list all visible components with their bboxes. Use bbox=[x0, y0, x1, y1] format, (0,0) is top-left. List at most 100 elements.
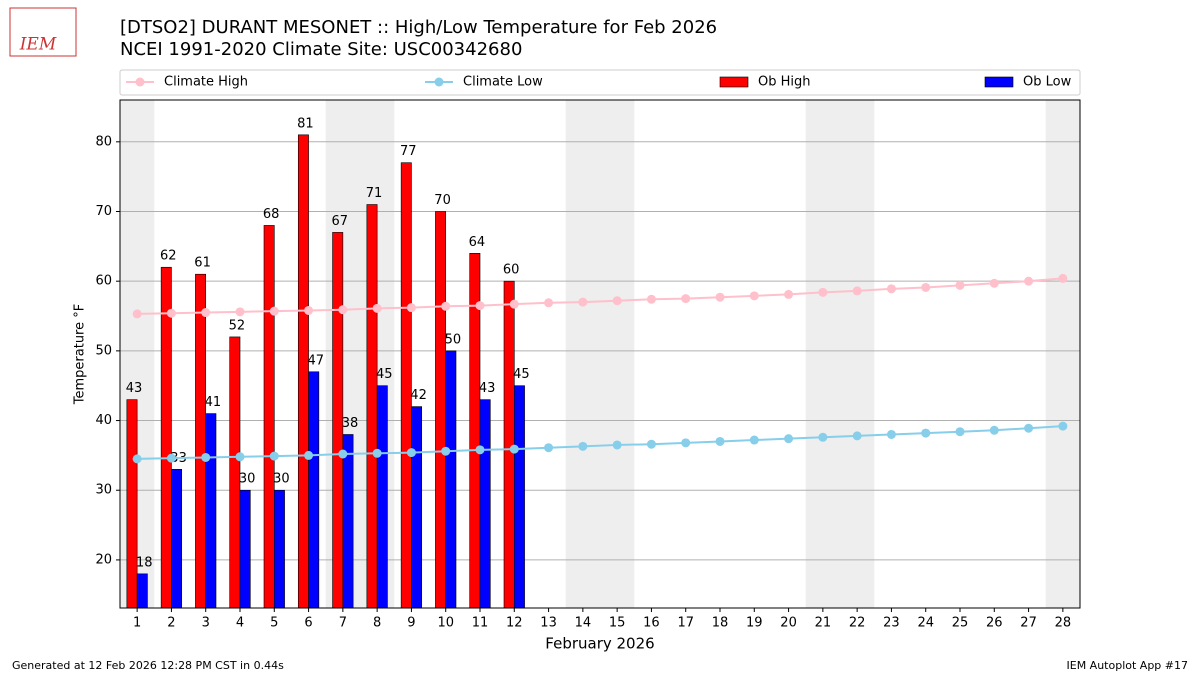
bar bbox=[273, 489, 285, 609]
y-axis-label: Temperature °F bbox=[73, 304, 88, 405]
line-marker bbox=[132, 454, 142, 464]
line-marker bbox=[372, 303, 382, 313]
y-tick-label: 20 bbox=[95, 552, 112, 567]
value-label: 62 bbox=[160, 249, 177, 264]
value-label: 61 bbox=[194, 256, 211, 271]
x-tick-label: 15 bbox=[609, 616, 626, 631]
legend-marker bbox=[135, 77, 145, 87]
line-marker bbox=[132, 309, 142, 319]
legend-label: Ob Low bbox=[1023, 75, 1072, 90]
line-marker bbox=[886, 429, 896, 439]
bar bbox=[513, 385, 525, 609]
x-tick-label: 25 bbox=[952, 616, 969, 631]
value-label: 60 bbox=[503, 263, 520, 278]
y-tick-label: 60 bbox=[95, 274, 112, 289]
line-marker bbox=[544, 298, 554, 308]
logo-frame bbox=[9, 7, 77, 57]
y-tick-label: 70 bbox=[95, 204, 112, 219]
line-marker bbox=[989, 425, 999, 435]
line-marker bbox=[509, 444, 519, 454]
y-tick-label: 40 bbox=[95, 413, 112, 428]
line-marker bbox=[338, 305, 348, 315]
bar bbox=[171, 469, 183, 609]
value-label: 45 bbox=[376, 367, 393, 382]
x-tick-label: 26 bbox=[986, 616, 1003, 631]
bar bbox=[366, 204, 378, 609]
x-axis-label: February 2026 bbox=[545, 635, 654, 653]
x-tick-label: 19 bbox=[746, 616, 763, 631]
line bbox=[137, 277, 1063, 315]
legend-marker bbox=[434, 77, 444, 87]
line-marker bbox=[509, 299, 519, 309]
x-tick-label: 14 bbox=[575, 616, 592, 631]
x-tick-label: 9 bbox=[407, 616, 415, 631]
line-marker bbox=[235, 307, 245, 317]
line bbox=[137, 425, 1063, 460]
line-marker bbox=[338, 449, 348, 459]
line-marker bbox=[441, 446, 451, 456]
bar bbox=[342, 434, 354, 609]
line-marker bbox=[749, 435, 759, 445]
x-tick-label: 12 bbox=[506, 616, 523, 631]
line-marker bbox=[715, 292, 725, 302]
x-tick-label: 3 bbox=[202, 616, 210, 631]
y-tick-label: 50 bbox=[95, 343, 112, 358]
value-label: 77 bbox=[400, 144, 417, 159]
weekend-band bbox=[565, 100, 600, 608]
x-tick-label: 8 bbox=[373, 616, 381, 631]
value-label: 41 bbox=[205, 395, 222, 410]
x-tick-label: 27 bbox=[1020, 616, 1037, 631]
value-label: 43 bbox=[126, 381, 143, 396]
line-marker bbox=[269, 451, 279, 461]
line-marker bbox=[681, 438, 691, 448]
bar bbox=[503, 280, 515, 609]
x-tick-label: 24 bbox=[917, 616, 934, 631]
line-marker bbox=[749, 291, 759, 301]
legend-swatch bbox=[984, 76, 1014, 88]
bar bbox=[479, 399, 491, 609]
chart-subtitle: NCEI 1991-2020 Climate Site: USC00342680 bbox=[120, 39, 522, 60]
x-tick-label: 4 bbox=[236, 616, 244, 631]
value-label: 45 bbox=[513, 367, 530, 382]
value-label: 67 bbox=[331, 214, 348, 229]
value-label: 64 bbox=[469, 235, 486, 250]
plot-frame bbox=[119, 99, 1081, 609]
legend-swatch bbox=[719, 76, 749, 88]
line-marker bbox=[852, 431, 862, 441]
x-tick-label: 5 bbox=[270, 616, 278, 631]
weekend-band bbox=[805, 100, 840, 608]
line-marker bbox=[475, 301, 485, 311]
bar bbox=[126, 399, 138, 609]
bar bbox=[160, 266, 172, 609]
line-marker bbox=[612, 440, 622, 450]
value-label: 42 bbox=[410, 388, 427, 403]
line-marker bbox=[886, 284, 896, 294]
bar bbox=[136, 573, 148, 609]
line-marker bbox=[166, 453, 176, 463]
x-tick-label: 22 bbox=[849, 616, 866, 631]
legend-label: Climate Low bbox=[463, 75, 543, 90]
x-tick-label: 28 bbox=[1055, 616, 1072, 631]
value-label: 47 bbox=[307, 353, 324, 368]
value-label: 50 bbox=[445, 332, 462, 347]
line-marker bbox=[201, 308, 211, 318]
x-tick-label: 17 bbox=[677, 616, 694, 631]
line-marker bbox=[1024, 276, 1034, 286]
y-tick-label: 80 bbox=[95, 134, 112, 149]
bar bbox=[205, 413, 217, 609]
bar bbox=[376, 385, 388, 609]
bar bbox=[263, 225, 275, 609]
line-marker bbox=[818, 432, 828, 442]
value-label: 30 bbox=[273, 472, 290, 487]
x-tick-label: 23 bbox=[883, 616, 900, 631]
bar bbox=[445, 350, 457, 609]
line-marker bbox=[818, 287, 828, 297]
line-marker bbox=[304, 305, 314, 315]
chart-title: [DTSO2] DURANT MESONET :: High/Low Tempe… bbox=[120, 17, 717, 38]
line-marker bbox=[921, 428, 931, 438]
x-tick-label: 1 bbox=[133, 616, 141, 631]
legend-label: Ob High bbox=[758, 75, 811, 90]
legend-label: Climate High bbox=[164, 75, 248, 90]
line-marker bbox=[646, 439, 656, 449]
bar bbox=[400, 162, 412, 609]
